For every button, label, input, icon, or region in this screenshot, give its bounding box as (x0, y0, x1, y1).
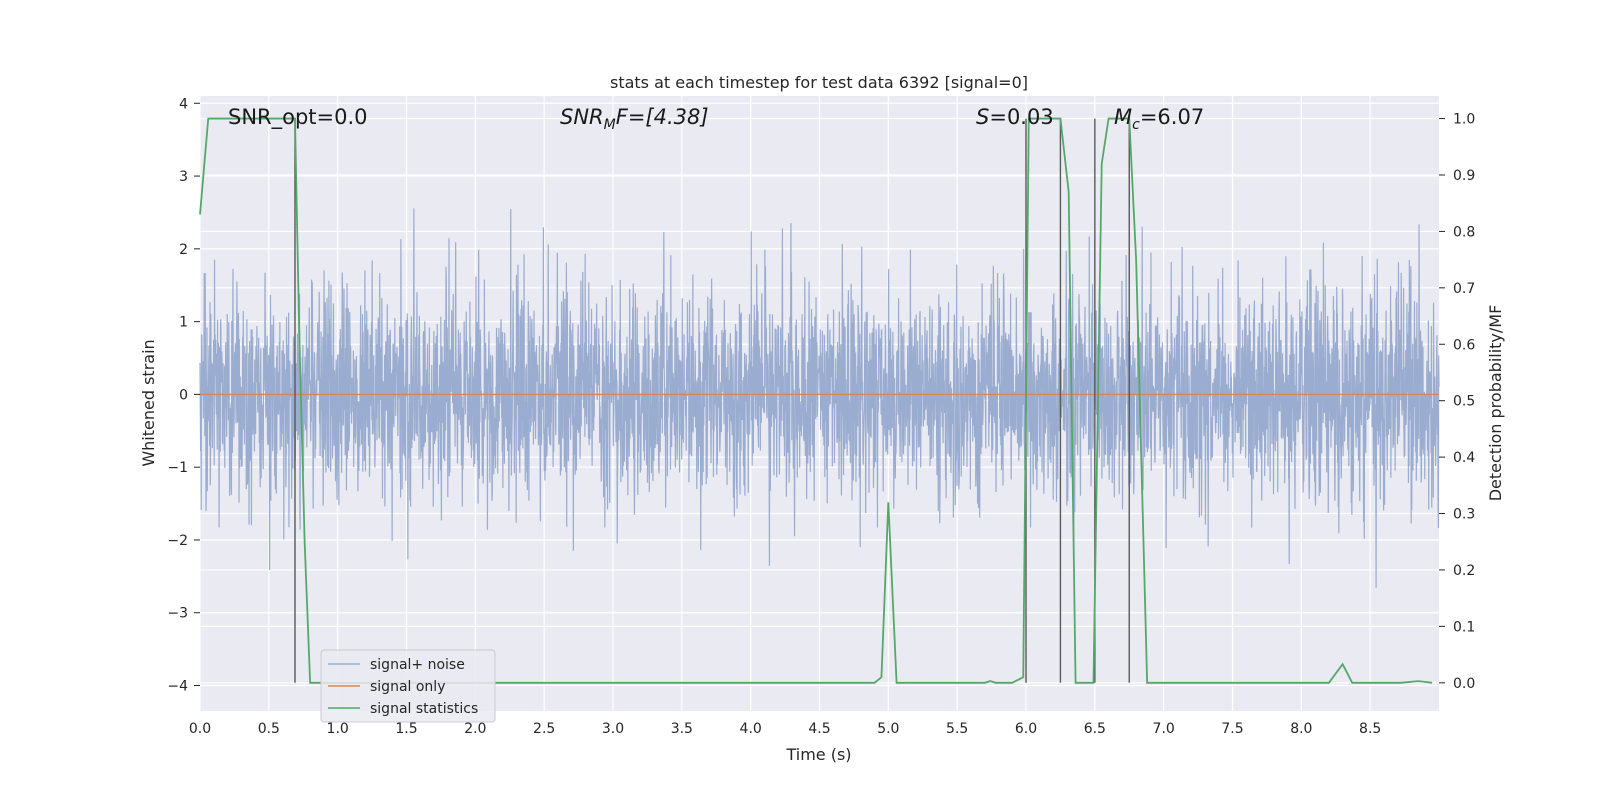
legend-label-noise: signal+ noise (370, 657, 465, 673)
x-tick-label-0: 0.0 (189, 721, 211, 737)
y2-tick-label-8: 0.2 (1453, 563, 1475, 579)
y2-axis-ticks: 1.0 0.9 0.8 0.7 0.6 0.5 0.4 0.3 0.2 0.1 0.0 (1439, 112, 1475, 692)
annotation-mc-var: M (1114, 105, 1132, 129)
annotation-snr-opt: SNR_opt=0.0 (228, 105, 368, 130)
y2-tick-label-0: 1.0 (1453, 112, 1475, 128)
legend-label-signal-statistics: signal statistics (370, 701, 478, 717)
y2-tick-label-5: 0.5 (1453, 394, 1475, 410)
annotation-snr-mf: SNRMF=[4.38] (560, 105, 709, 133)
x-tick-label-14: 7.0 (1153, 721, 1175, 737)
y-tick-label-0: 4 (179, 96, 188, 112)
x-tick-label-8: 4.0 (740, 721, 762, 737)
y-tick-label-4: 0 (179, 387, 188, 403)
signal-statistics-series (199, 117, 1433, 684)
y2-tick-label-3: 0.7 (1453, 281, 1475, 297)
x-tick-label-12: 6.0 (1015, 721, 1037, 737)
x-tick-label-4: 2.0 (464, 721, 486, 737)
x-tick-label-9: 4.5 (808, 721, 830, 737)
x-axis-label: Time (s) (785, 745, 851, 764)
y2-tick-label-6: 0.4 (1453, 450, 1475, 466)
x-tick-label-17: 8.5 (1359, 721, 1381, 737)
annotation-snr-mf-rest: F=[4.38] (616, 105, 709, 129)
y2-tick-label-7: 0.3 (1453, 507, 1475, 523)
y-tick-label-6: −2 (167, 533, 188, 549)
x-axis-ticks: 0.0 0.5 1.0 1.5 2.0 2.5 3.0 3.5 4.0 4.5 5.0 5.5 6.0 6… (189, 721, 1381, 737)
x-tick-label-15: 7.5 (1221, 721, 1243, 737)
x-tick-label-7: 3.5 (671, 721, 693, 737)
noise-line (199, 208, 1440, 588)
x-tick-label-2: 1.0 (327, 721, 349, 737)
y-tick-label-8: −4 (167, 679, 188, 695)
annotation-s: S=0.03 (976, 105, 1054, 129)
y-tick-label-2: 2 (179, 242, 188, 258)
annotation-mc: Mc=6.07 (1114, 105, 1204, 133)
y-axis-label: Whitened strain (139, 339, 158, 466)
y-tick-label-3: 1 (179, 315, 188, 331)
chart-title: stats at each timestep for test data 639… (610, 73, 1028, 92)
legend: signal+ noise signal only signal statist… (320, 649, 496, 723)
y-tick-label-5: −1 (167, 460, 188, 476)
y-tick-label-1: 3 (179, 169, 188, 185)
y-tick-label-7: −3 (167, 606, 188, 622)
annotation-s-var: S (976, 105, 989, 129)
annotation-snr-mf-sub: M (604, 117, 616, 133)
y2-tick-label-2: 0.8 (1453, 224, 1475, 240)
legend-label-signal-only: signal only (370, 679, 445, 695)
x-tick-label-6: 3.0 (602, 721, 624, 737)
x-tick-label-16: 8.0 (1290, 721, 1312, 737)
y2-tick-label-4: 0.6 (1453, 337, 1475, 353)
x-tick-label-1: 0.5 (258, 721, 280, 737)
annotation-s-rest: =0.03 (989, 105, 1053, 129)
annotation-mc-sub: c (1132, 117, 1140, 133)
grid-lines (199, 96, 1439, 711)
y2-tick-label-9: 0.1 (1453, 619, 1475, 635)
legend-box (320, 649, 496, 723)
y2-axis-label: Detection probability/MF (1486, 305, 1505, 502)
y-axis-ticks: 4 3 2 1 0 −1 −2 −3 −4 (167, 96, 200, 695)
annotation-snr-mf-var: SNR (560, 105, 604, 129)
x-tick-label-11: 5.5 (946, 721, 968, 737)
x-tick-label-10: 5.0 (877, 721, 899, 737)
y2-tick-label-1: 0.9 (1453, 168, 1475, 184)
x-tick-label-5: 2.5 (533, 721, 555, 737)
noise-series (199, 208, 1440, 588)
x-tick-label-13: 6.5 (1084, 721, 1106, 737)
annotation-mc-rest: =6.07 (1140, 105, 1204, 129)
signal-statistics-line (199, 117, 1433, 684)
y2-tick-label-10: 0.0 (1453, 676, 1475, 692)
x-tick-label-3: 1.5 (395, 721, 417, 737)
